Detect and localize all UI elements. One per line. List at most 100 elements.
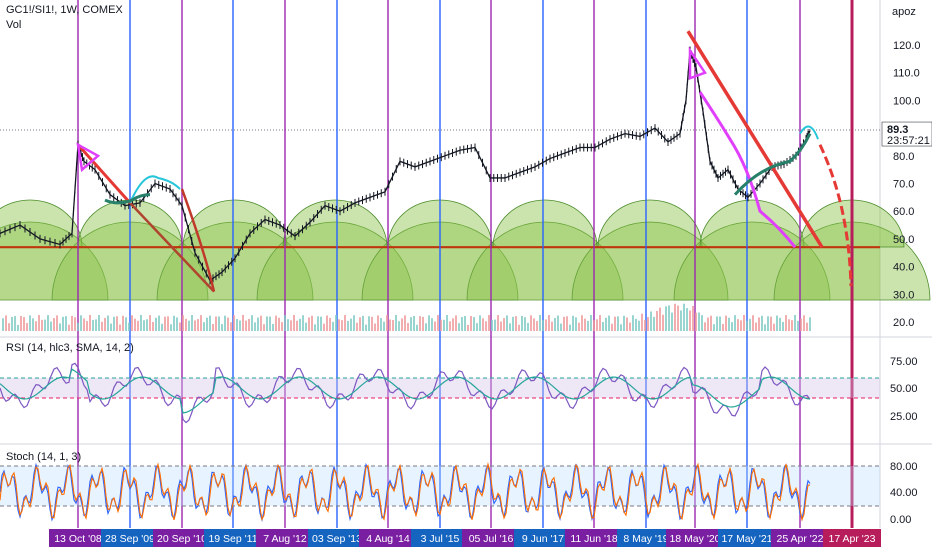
- volume-bar: [524, 317, 526, 331]
- volume-bar: [575, 317, 577, 331]
- volume-bar: [38, 315, 40, 331]
- volume-bar: [224, 315, 226, 331]
- green-arc-upper: [0, 199, 83, 248]
- volume-bar: [422, 316, 424, 331]
- volume-bar: [716, 316, 718, 331]
- volume-bar: [512, 316, 514, 331]
- volume-bar: [572, 315, 574, 331]
- volume-bar: [509, 323, 511, 331]
- volume-bar: [704, 322, 706, 331]
- volume-bar: [485, 321, 487, 331]
- volume-bar: [473, 317, 475, 331]
- magenta-curve: [698, 91, 797, 249]
- date-tag: [617, 529, 675, 547]
- volume-bar: [698, 312, 700, 331]
- volume-bar: [167, 316, 169, 331]
- date-tag: [101, 529, 159, 547]
- volume-bar: [797, 320, 799, 331]
- date-tag-label: 3 Jul '15: [421, 533, 460, 545]
- volume-bar: [776, 315, 778, 331]
- volume-bar: [503, 318, 505, 331]
- volume-bar: [83, 318, 85, 331]
- date-tag-label: 4 Aug '14: [366, 533, 410, 545]
- volume-bar: [212, 324, 214, 331]
- volume-bar: [113, 316, 115, 331]
- volume-bar: [626, 317, 628, 331]
- volume-bar: [260, 315, 262, 331]
- volume-bar: [770, 316, 772, 331]
- volume-bar: [125, 317, 127, 331]
- volume-bar: [647, 317, 649, 331]
- volume-bar: [452, 318, 454, 331]
- volume-bar: [332, 321, 334, 331]
- volume-bar: [470, 316, 472, 331]
- date-tag: [359, 529, 417, 547]
- volume-bar: [341, 320, 343, 331]
- date-tag-label: 28 Sep '09: [105, 533, 155, 545]
- volume-bar: [44, 319, 46, 331]
- volume-bar: [683, 303, 685, 331]
- volume-bar: [320, 316, 322, 331]
- volume-bar: [755, 322, 757, 331]
- volume-bar: [413, 315, 415, 331]
- stoch-k-line: [0, 462, 811, 523]
- volume-bar: [446, 315, 448, 331]
- volume-bar: [251, 315, 253, 331]
- volume-bar: [305, 322, 307, 331]
- price-tick-label: 120.0: [893, 40, 921, 52]
- date-tag-label: 05 Jul '16: [469, 533, 514, 545]
- volume-bar: [632, 315, 634, 331]
- volume-bar: [356, 322, 358, 331]
- volume-bar: [635, 318, 637, 331]
- volume-bar: [95, 319, 97, 331]
- volume-bar: [431, 318, 433, 331]
- date-tag-label: 7 Aug '12: [263, 533, 307, 545]
- volume-bar: [191, 315, 193, 331]
- volume-bar: [140, 315, 142, 331]
- volume-bar: [539, 315, 541, 331]
- date-tag-label: 17 May '21: [721, 533, 772, 545]
- volume-bar: [587, 320, 589, 331]
- date-tag: [565, 529, 623, 547]
- price-tick-label: 20.0: [893, 317, 914, 329]
- volume-bar: [737, 319, 739, 331]
- volume-bar: [674, 303, 676, 331]
- volume-bar: [71, 315, 73, 331]
- price-badge-value: 89.3: [887, 124, 908, 136]
- volume-bar: [677, 305, 679, 331]
- volume-bar: [92, 320, 94, 331]
- volume-bar: [197, 319, 199, 331]
- volume-bar: [449, 321, 451, 331]
- volume-bar: [215, 316, 217, 331]
- volume-bar: [803, 315, 805, 331]
- rsi-ma-line: [0, 368, 811, 414]
- volume-bar: [731, 322, 733, 331]
- volume-bar: [560, 323, 562, 331]
- volume-bar: [254, 322, 256, 331]
- volume-bar: [380, 318, 382, 331]
- volume-bar: [68, 324, 70, 331]
- trendline-red: [76, 143, 132, 204]
- volume-bar: [764, 324, 766, 331]
- volume-bar: [362, 315, 364, 331]
- volume-bar: [740, 320, 742, 331]
- volume-bar: [767, 316, 769, 331]
- volume-bar: [218, 316, 220, 331]
- volume-bar: [533, 318, 535, 331]
- volume-bar: [536, 321, 538, 331]
- green-arc: [466, 221, 624, 301]
- volume-bar: [419, 316, 421, 331]
- date-tag-label: 03 Sep '13: [312, 533, 362, 545]
- price-tick-label: 80.0: [893, 151, 914, 163]
- volume-bar: [611, 323, 613, 331]
- date-tag: [411, 529, 469, 547]
- volume-bar: [494, 319, 496, 331]
- volume-bar: [401, 318, 403, 331]
- volume-bar: [146, 319, 148, 331]
- volume-bar: [746, 320, 748, 331]
- date-tag: [514, 529, 572, 547]
- volume-bar: [551, 321, 553, 331]
- rsi-label: RSI (14, hlc3, SMA, 14, 2): [6, 342, 134, 354]
